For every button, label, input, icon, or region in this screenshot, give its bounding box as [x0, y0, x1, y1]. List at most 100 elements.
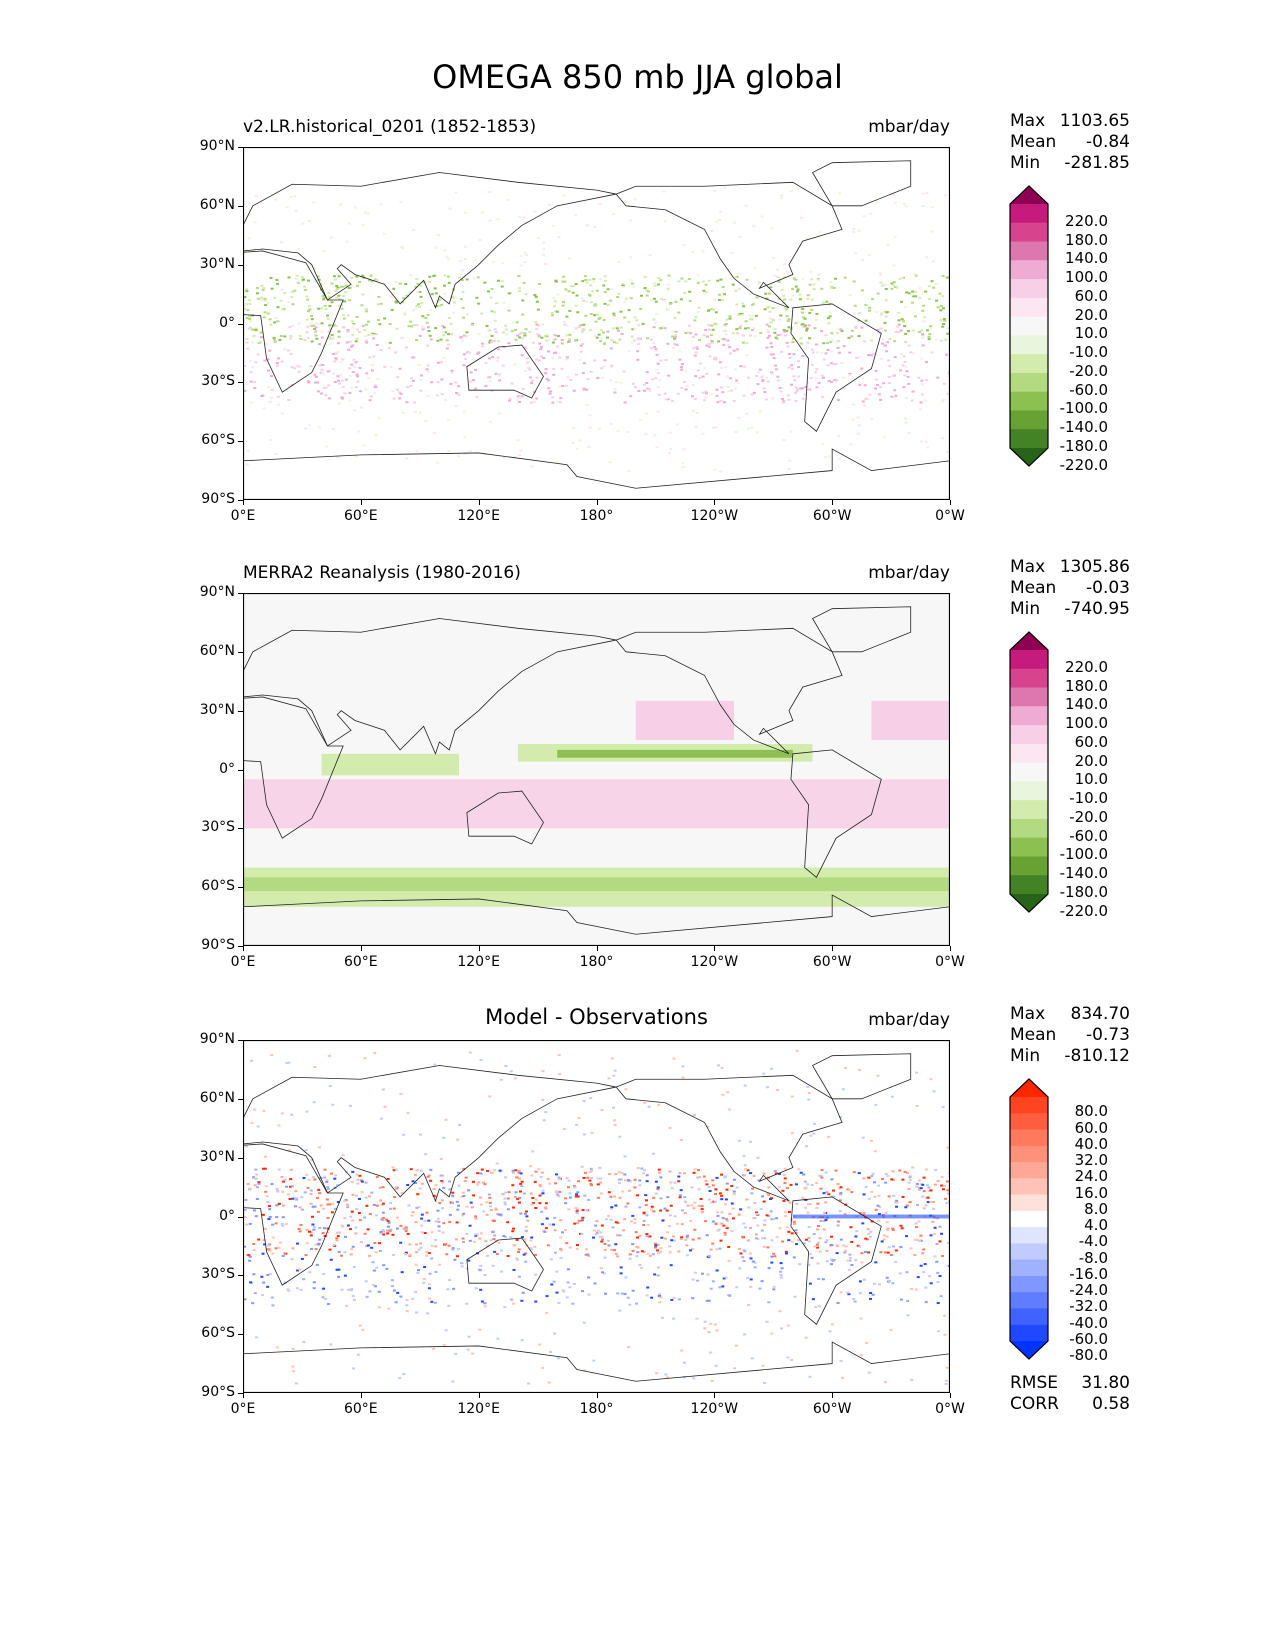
colorbar-extend-min: [1010, 1341, 1048, 1359]
coastline-antarctica: [243, 894, 950, 946]
x-tick-label: 0°E: [230, 1401, 256, 1417]
colorbar-segment: [1010, 668, 1048, 689]
x-tick-label: 120°W: [690, 1401, 739, 1417]
stat-min-value: -810.12: [1064, 1046, 1130, 1066]
x-tick-mark: [243, 500, 244, 505]
colorbar-label: -16.0: [1069, 1264, 1108, 1283]
y-tick-mark: [238, 769, 243, 771]
diff-blue-marks: [243, 1167, 950, 1307]
colorbar-segment: [1010, 222, 1048, 243]
map-frame: [243, 1040, 950, 1393]
stat-max-value: 834.70: [1070, 1004, 1130, 1024]
y-tick-mark: [238, 1157, 243, 1159]
colorbar-segment: [1010, 204, 1048, 224]
colorbar-label: 60.0: [1074, 286, 1108, 305]
colorbar-segment: [1010, 391, 1048, 411]
map-obs: [243, 593, 950, 946]
colorbar-outline: [1009, 631, 1049, 913]
x-tick-mark: [478, 946, 480, 951]
colorbar-label: 8.0: [1084, 1199, 1108, 1218]
stat-min-label: Min: [1010, 599, 1041, 619]
colorbar-segment: [1010, 762, 1048, 782]
southern-ocean-core: [243, 877, 950, 892]
colorbar-segment: [1010, 1145, 1048, 1163]
colorbar-segment: [1010, 279, 1048, 299]
y-tick-label: 0°: [219, 760, 235, 777]
rmse-label: RMSE: [1010, 1373, 1059, 1393]
y-tick-label: 60°S: [201, 432, 235, 449]
colorbar-segment: [1010, 241, 1048, 261]
y-tick-mark: [238, 264, 243, 266]
colorbar-segment: [1010, 875, 1048, 895]
colorbar-label: -20.0: [1069, 361, 1108, 380]
colorbar-segment: [1010, 800, 1048, 820]
y-tick-mark: [238, 946, 243, 947]
x-tick-mark: [714, 500, 716, 505]
colorbar-segment: [1010, 429, 1048, 449]
colorbar-segment: [1010, 1324, 1048, 1342]
colorbar-segment: [1010, 856, 1048, 876]
coastline-greenland: [811, 160, 912, 207]
colorbar-segment: [1010, 1097, 1048, 1114]
y-tick-label: 90°N: [199, 1031, 235, 1047]
colorbar-label: -220.0: [1059, 901, 1108, 920]
colorbar-segment: [1010, 725, 1048, 745]
coastline-africa: [243, 696, 344, 839]
colorbar-label: -60.0: [1069, 826, 1108, 845]
panel-units: mbar/day: [868, 563, 950, 583]
colorbar-label: 100.0: [1065, 268, 1108, 287]
colorbar-segment: [1010, 297, 1048, 318]
y-tick-label: 30°S: [201, 373, 235, 390]
diff-scattered-marks: [244, 1049, 950, 1385]
colorbar-segment: [1010, 372, 1048, 393]
colorbar-label: 180.0: [1065, 676, 1108, 695]
colorbar-label: -80.0: [1069, 1346, 1108, 1365]
y-tick-label: 60°S: [201, 878, 235, 895]
coastline-samerica: [790, 749, 882, 878]
figure-title: OMEGA 850 mb JJA global: [432, 58, 843, 96]
x-tick-mark: [360, 946, 362, 951]
model-faint-marks: [243, 186, 950, 473]
x-tick-mark: [832, 1393, 834, 1398]
panel-left-title: MERRA2 Reanalysis (1980-2016): [243, 563, 521, 583]
colorbar-segment: [1010, 260, 1048, 280]
y-tick-mark: [238, 500, 243, 501]
indian-itcz: [321, 753, 460, 776]
colorbar-segment: [1010, 1113, 1048, 1131]
colorbar-segment: [1010, 781, 1048, 801]
panel-center-title: Model - Observations: [485, 1005, 708, 1029]
y-tick-mark: [238, 887, 243, 889]
corr-label: CORR: [1010, 1394, 1059, 1414]
x-tick-mark: [950, 946, 951, 951]
x-tick-label: 60°W: [812, 954, 852, 970]
colorbar-label: -100.0: [1059, 399, 1108, 418]
colorbar-segment: [1010, 1194, 1048, 1212]
coastline-australia: [466, 344, 544, 399]
colorbar-label: 10.0: [1074, 770, 1108, 789]
colorbar-label: -32.0: [1069, 1297, 1108, 1316]
x-tick-mark: [950, 500, 951, 505]
colorbar-segment: [1010, 1275, 1048, 1293]
x-tick-label: 120°W: [690, 508, 739, 524]
x-tick-label: 180°: [579, 1401, 614, 1417]
coastline-africa: [243, 250, 344, 393]
colorbar-label: -220.0: [1059, 455, 1108, 474]
y-tick-label: 60°N: [199, 642, 235, 659]
colorbar-segment: [1010, 1259, 1048, 1277]
colorbar-extend-max: [1010, 632, 1048, 650]
x-tick-label: 60°E: [343, 954, 378, 970]
colorbar-label: 140.0: [1065, 695, 1108, 714]
y-tick-mark: [238, 147, 243, 148]
y-tick-label: 30°N: [199, 1148, 235, 1165]
itcz-core: [557, 749, 793, 758]
coastline-australia: [466, 790, 544, 845]
y-tick-label: 90°N: [199, 584, 235, 600]
colorbar-label: -180.0: [1059, 437, 1108, 455]
coastline-eurasia: [243, 1065, 617, 1202]
coastline-eurasia: [243, 618, 617, 755]
stat-max-label: Max: [1010, 1004, 1046, 1024]
stat-mean-label: Mean: [1010, 578, 1057, 598]
x-tick-label: 60°E: [343, 1401, 378, 1417]
map-frame: [243, 593, 950, 946]
y-tick-label: 90°N: [199, 138, 235, 154]
